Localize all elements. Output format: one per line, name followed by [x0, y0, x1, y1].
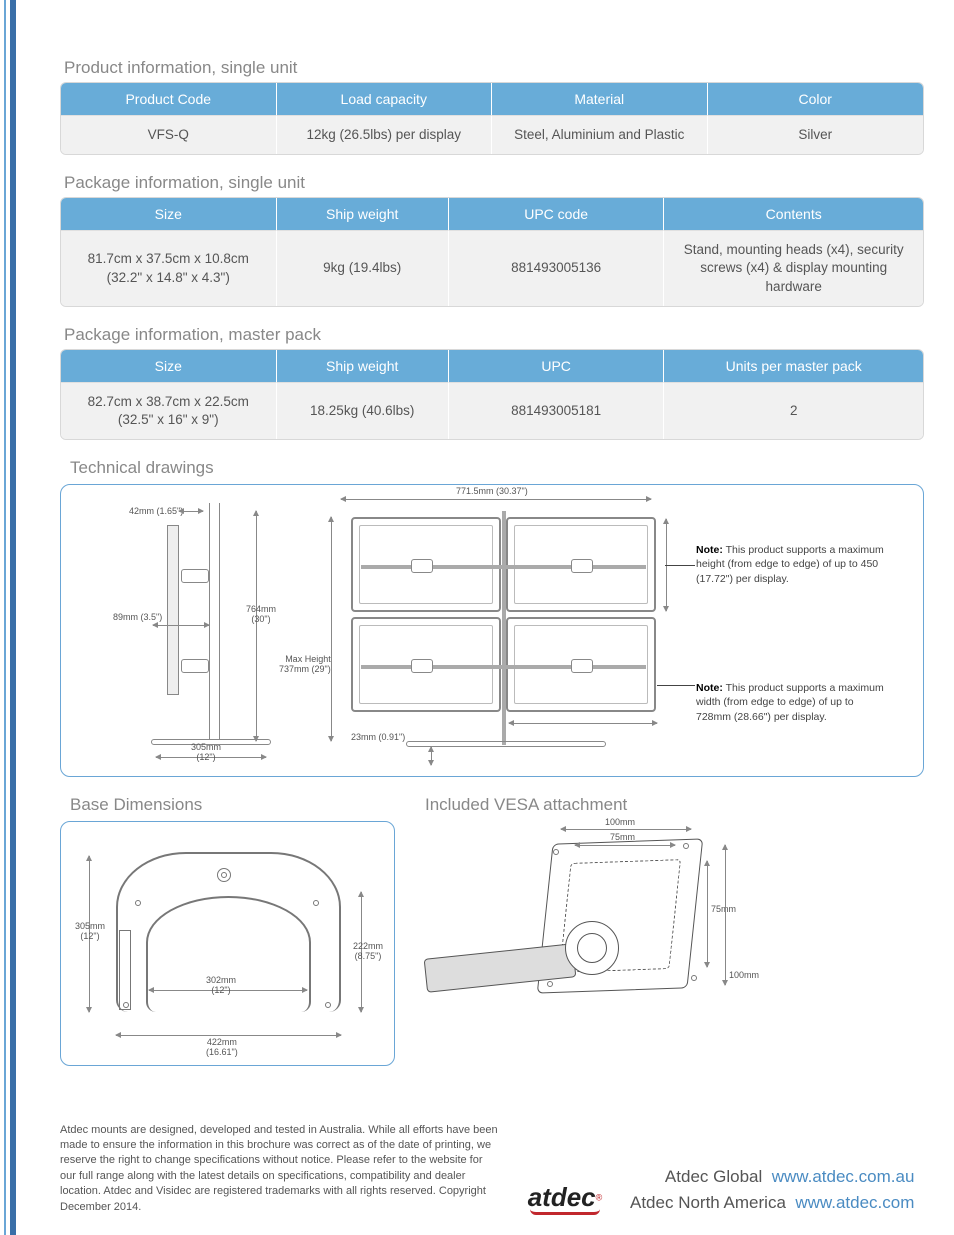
td: Silver [708, 115, 924, 154]
td: 2 [664, 382, 923, 439]
global-url[interactable]: www.atdec.com.au [772, 1167, 915, 1186]
dim-depth: 305mm (12") [75, 922, 105, 941]
dim-line [179, 511, 203, 512]
td: 12kg (26.5lbs) per display [277, 115, 493, 154]
note-leader [665, 565, 695, 566]
disclaimer-text: Atdec mounts are designed, developed and… [60, 1123, 500, 1215]
registered-mark: ® [596, 1193, 603, 1203]
mount-head [411, 559, 433, 573]
contact-block: Atdec Global www.atdec.com.au Atdec Nort… [630, 1164, 914, 1215]
na-label: Atdec North America [630, 1193, 786, 1212]
mount-head [571, 559, 593, 573]
base-dimensions-panel: 305mm (12") 302mm (12") 222mm (8.75") 42… [60, 821, 395, 1066]
logo-text: atdec [528, 1182, 596, 1212]
dim-line [341, 499, 651, 500]
dim-line [561, 829, 691, 830]
section-title-technical-drawings: Technical drawings [70, 458, 924, 478]
atdec-logo: atdec® [520, 1187, 610, 1215]
dim-width: 422mm (16.61") [206, 1038, 238, 1057]
dim-line [256, 511, 257, 741]
side-bracket [181, 569, 209, 583]
td: 9kg (19.4lbs) [277, 230, 449, 306]
pole-side [219, 503, 220, 743]
note-2: Note: This product supports a maximum wi… [696, 681, 886, 724]
dim-100a: 100mm [605, 818, 635, 827]
vesa-hole [691, 975, 697, 981]
page-content: Product information, single unit Product… [60, 40, 924, 1066]
section-title-vesa: Included VESA attachment [425, 795, 775, 815]
th: Contents [664, 198, 923, 230]
th: Material [492, 83, 708, 115]
th: UPC [449, 350, 665, 382]
td: 881493005136 [449, 230, 665, 306]
td: Stand, mounting heads (x4), security scr… [664, 230, 923, 306]
th: Color [708, 83, 924, 115]
vesa-panel: 100mm 75mm 75mm 100mm [415, 821, 750, 1066]
th: Ship weight [277, 198, 449, 230]
section-title-package-master: Package information, master pack [64, 325, 924, 345]
td: 81.7cm x 37.5cm x 10.8cm (32.2" x 14.8" … [61, 230, 277, 306]
td: 82.7cm x 38.7cm x 22.5cm (32.5" x 16" x … [61, 382, 277, 439]
dim-top-width: 771.5mm (30.37") [456, 487, 528, 496]
dim-line [707, 861, 708, 967]
th: Ship weight [277, 350, 449, 382]
dim-75a: 75mm [610, 833, 635, 842]
td: 881493005181 [449, 382, 665, 439]
section-title-package-single: Package information, single unit [64, 173, 924, 193]
na-url[interactable]: www.atdec.com [795, 1193, 914, 1212]
footer: Atdec mounts are designed, developed and… [60, 1123, 924, 1215]
dim-305mm: 305mm (12") [191, 743, 221, 762]
note-text: This product supports a maximum width (f… [696, 682, 884, 722]
dim-line [575, 845, 675, 846]
dim-line [153, 625, 209, 626]
note-leader [657, 685, 695, 686]
global-label: Atdec Global [665, 1167, 762, 1186]
bottom-drawings-row: Base Dimensions 305mm (12") 302mm (12") … [60, 777, 924, 1066]
dim-75b: 75mm [711, 905, 736, 914]
dim-line [331, 517, 332, 741]
front-pole [502, 511, 506, 745]
dim-42mm: 42mm (1.65") [129, 507, 183, 516]
side-monitor [167, 525, 179, 695]
section-title-base-dims: Base Dimensions [70, 795, 405, 815]
dim-line [116, 1035, 341, 1036]
dim-line [725, 845, 726, 985]
table-package-single: Size Ship weight UPC code Contents 81.7c… [60, 197, 924, 307]
dim-line [431, 747, 432, 765]
th: Size [61, 198, 277, 230]
dim-line [509, 723, 657, 724]
dim-764mm: 764mm (30") [246, 605, 276, 624]
note-1: Note: This product supports a maximum he… [696, 543, 886, 586]
dim-23mm: 23mm (0.91") [351, 733, 405, 742]
cross-arm [361, 565, 646, 569]
td: VFS-Q [61, 115, 277, 154]
mount-head [571, 659, 593, 673]
side-bracket [181, 659, 209, 673]
dim-inner: 302mm (12") [206, 976, 236, 995]
th: Product Code [61, 83, 277, 115]
clamp [119, 930, 131, 1010]
mount-head [411, 659, 433, 673]
table-product-info: Product Code Load capacity Material Colo… [60, 82, 924, 155]
section-title-product: Product information, single unit [64, 58, 924, 78]
cross-arm [361, 665, 646, 669]
dim-100b: 100mm [729, 971, 759, 980]
dim-maxh: Max Height 737mm (29") [279, 655, 331, 674]
dim-height: 222mm (8.75") [353, 942, 383, 961]
technical-drawing-panel: 771.5mm (30.37") 42mm (1.65") 89mm (3.5"… [60, 484, 924, 777]
th: Size [61, 350, 277, 382]
table-package-master: Size Ship weight UPC Units per master pa… [60, 349, 924, 440]
td: 18.25kg (40.6lbs) [277, 382, 449, 439]
td: Steel, Aluminium and Plastic [492, 115, 708, 154]
th: Load capacity [277, 83, 493, 115]
note-text: This product supports a maximum height (… [696, 544, 884, 584]
left-margin-rule [0, 0, 18, 1235]
th: Units per master pack [664, 350, 923, 382]
front-base [406, 741, 606, 747]
th: UPC code [449, 198, 665, 230]
